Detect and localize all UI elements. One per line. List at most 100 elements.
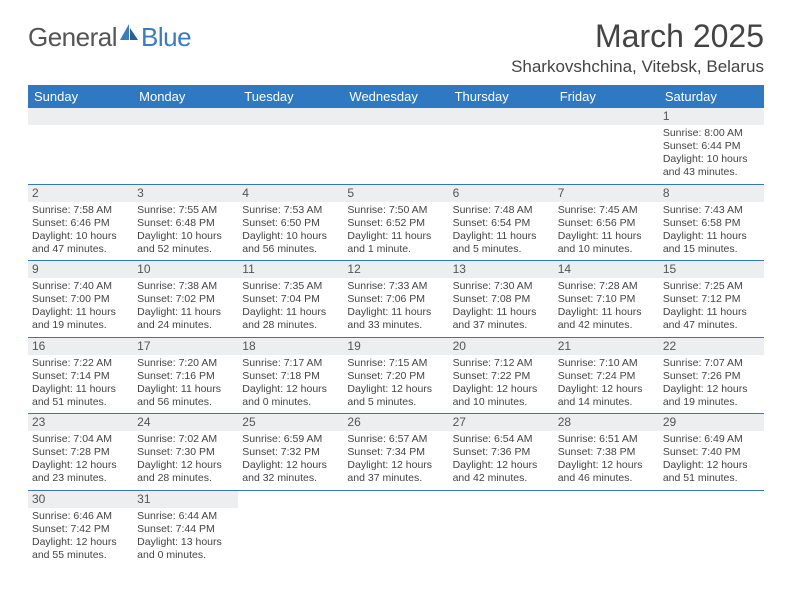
cell-text: and 37 minutes. (453, 319, 550, 332)
cell-text: Daylight: 12 hours (347, 459, 444, 472)
calendar-cell: 23Sunrise: 7:04 AMSunset: 7:28 PMDayligh… (28, 414, 133, 491)
cell-text: Sunset: 7:04 PM (242, 293, 339, 306)
cell-text: Sunset: 6:46 PM (32, 217, 129, 230)
cell-text: Daylight: 10 hours (137, 230, 234, 243)
calendar-cell: 3Sunrise: 7:55 AMSunset: 6:48 PMDaylight… (133, 184, 238, 261)
cell-text: and 0 minutes. (137, 549, 234, 562)
cell-text: Sunrise: 7:10 AM (558, 357, 655, 370)
cell-text: Sunset: 6:52 PM (347, 217, 444, 230)
cell-text: Sunset: 7:44 PM (137, 523, 234, 536)
cell-text: Daylight: 11 hours (453, 230, 550, 243)
sail-icon (118, 18, 140, 49)
calendar-cell (449, 490, 554, 566)
month-title: March 2025 (511, 18, 764, 55)
cell-text: Sunrise: 7:02 AM (137, 433, 234, 446)
cell-text: Sunrise: 7:20 AM (137, 357, 234, 370)
cell-text: Sunset: 7:10 PM (558, 293, 655, 306)
calendar-cell (449, 108, 554, 184)
cell-text: Sunrise: 7:35 AM (242, 280, 339, 293)
cell-text: Daylight: 12 hours (347, 383, 444, 396)
cell-text: and 0 minutes. (242, 396, 339, 409)
day-number: 21 (554, 338, 659, 355)
calendar-cell: 27Sunrise: 6:54 AMSunset: 7:36 PMDayligh… (449, 414, 554, 491)
calendar-cell: 7Sunrise: 7:45 AMSunset: 6:56 PMDaylight… (554, 184, 659, 261)
calendar-cell: 16Sunrise: 7:22 AMSunset: 7:14 PMDayligh… (28, 337, 133, 414)
cell-text: Sunset: 7:30 PM (137, 446, 234, 459)
cell-text: Daylight: 12 hours (558, 383, 655, 396)
cell-text: Sunrise: 6:51 AM (558, 433, 655, 446)
cell-text: Sunrise: 6:49 AM (663, 433, 760, 446)
calendar-cell: 22Sunrise: 7:07 AMSunset: 7:26 PMDayligh… (659, 337, 764, 414)
cell-text: Daylight: 11 hours (242, 306, 339, 319)
calendar-cell: 14Sunrise: 7:28 AMSunset: 7:10 PMDayligh… (554, 261, 659, 338)
cell-text: Daylight: 12 hours (137, 459, 234, 472)
day-number: 28 (554, 414, 659, 431)
cell-text: and 23 minutes. (32, 472, 129, 485)
logo-text-b: Blue (141, 22, 191, 53)
cell-text: Sunset: 7:02 PM (137, 293, 234, 306)
day-number: 13 (449, 261, 554, 278)
day-number: 2 (28, 185, 133, 202)
day-number: 26 (343, 414, 448, 431)
day-number: 8 (659, 185, 764, 202)
cell-text: and 5 minutes. (347, 396, 444, 409)
day-number: 9 (28, 261, 133, 278)
calendar-cell: 30Sunrise: 6:46 AMSunset: 7:42 PMDayligh… (28, 490, 133, 566)
cell-text: Daylight: 11 hours (558, 230, 655, 243)
cell-text: Sunset: 7:36 PM (453, 446, 550, 459)
cell-text: Daylight: 11 hours (663, 306, 760, 319)
cell-text: Sunrise: 7:17 AM (242, 357, 339, 370)
cell-text: and 32 minutes. (242, 472, 339, 485)
cell-text: Daylight: 12 hours (663, 459, 760, 472)
cell-text: Sunset: 7:00 PM (32, 293, 129, 306)
cell-text: Sunrise: 6:54 AM (453, 433, 550, 446)
cell-text: Sunset: 7:42 PM (32, 523, 129, 536)
day-number: 24 (133, 414, 238, 431)
cell-text: and 37 minutes. (347, 472, 444, 485)
cell-text: and 5 minutes. (453, 243, 550, 256)
cell-text: Sunset: 6:56 PM (558, 217, 655, 230)
day-number: 20 (449, 338, 554, 355)
logo: General Blue (28, 18, 191, 53)
day-number: 5 (343, 185, 448, 202)
day-header: Monday (133, 85, 238, 108)
cell-text: Daylight: 10 hours (663, 153, 760, 166)
calendar-cell: 19Sunrise: 7:15 AMSunset: 7:20 PMDayligh… (343, 337, 448, 414)
day-number: 14 (554, 261, 659, 278)
cell-text: Sunset: 6:50 PM (242, 217, 339, 230)
day-number: 11 (238, 261, 343, 278)
day-header: Thursday (449, 85, 554, 108)
cell-text: Sunrise: 7:50 AM (347, 204, 444, 217)
calendar-cell (343, 490, 448, 566)
cell-text: Daylight: 10 hours (242, 230, 339, 243)
cell-text: Sunset: 6:54 PM (453, 217, 550, 230)
cell-text: Sunrise: 7:22 AM (32, 357, 129, 370)
cell-text: Sunrise: 6:59 AM (242, 433, 339, 446)
day-header: Friday (554, 85, 659, 108)
calendar-cell: 13Sunrise: 7:30 AMSunset: 7:08 PMDayligh… (449, 261, 554, 338)
calendar-cell: 2Sunrise: 7:58 AMSunset: 6:46 PMDaylight… (28, 184, 133, 261)
cell-text: Sunrise: 7:38 AM (137, 280, 234, 293)
cell-text: Sunset: 6:44 PM (663, 140, 760, 153)
day-number: 29 (659, 414, 764, 431)
cell-text: Sunrise: 6:46 AM (32, 510, 129, 523)
cell-text: Daylight: 11 hours (137, 383, 234, 396)
cell-text: Sunrise: 7:58 AM (32, 204, 129, 217)
calendar-cell: 9Sunrise: 7:40 AMSunset: 7:00 PMDaylight… (28, 261, 133, 338)
cell-text: and 19 minutes. (32, 319, 129, 332)
cell-text: and 55 minutes. (32, 549, 129, 562)
cell-text: and 1 minute. (347, 243, 444, 256)
cell-text: Daylight: 11 hours (663, 230, 760, 243)
day-number: 10 (133, 261, 238, 278)
cell-text: Sunset: 6:48 PM (137, 217, 234, 230)
cell-text: Sunrise: 7:45 AM (558, 204, 655, 217)
day-header: Wednesday (343, 85, 448, 108)
cell-text: Daylight: 11 hours (32, 306, 129, 319)
cell-text: Sunrise: 8:00 AM (663, 127, 760, 140)
cell-text: and 19 minutes. (663, 396, 760, 409)
cell-text: Sunset: 7:06 PM (347, 293, 444, 306)
cell-text: Sunset: 7:18 PM (242, 370, 339, 383)
cell-text: Daylight: 11 hours (137, 306, 234, 319)
calendar-cell (554, 108, 659, 184)
calendar-cell: 5Sunrise: 7:50 AMSunset: 6:52 PMDaylight… (343, 184, 448, 261)
